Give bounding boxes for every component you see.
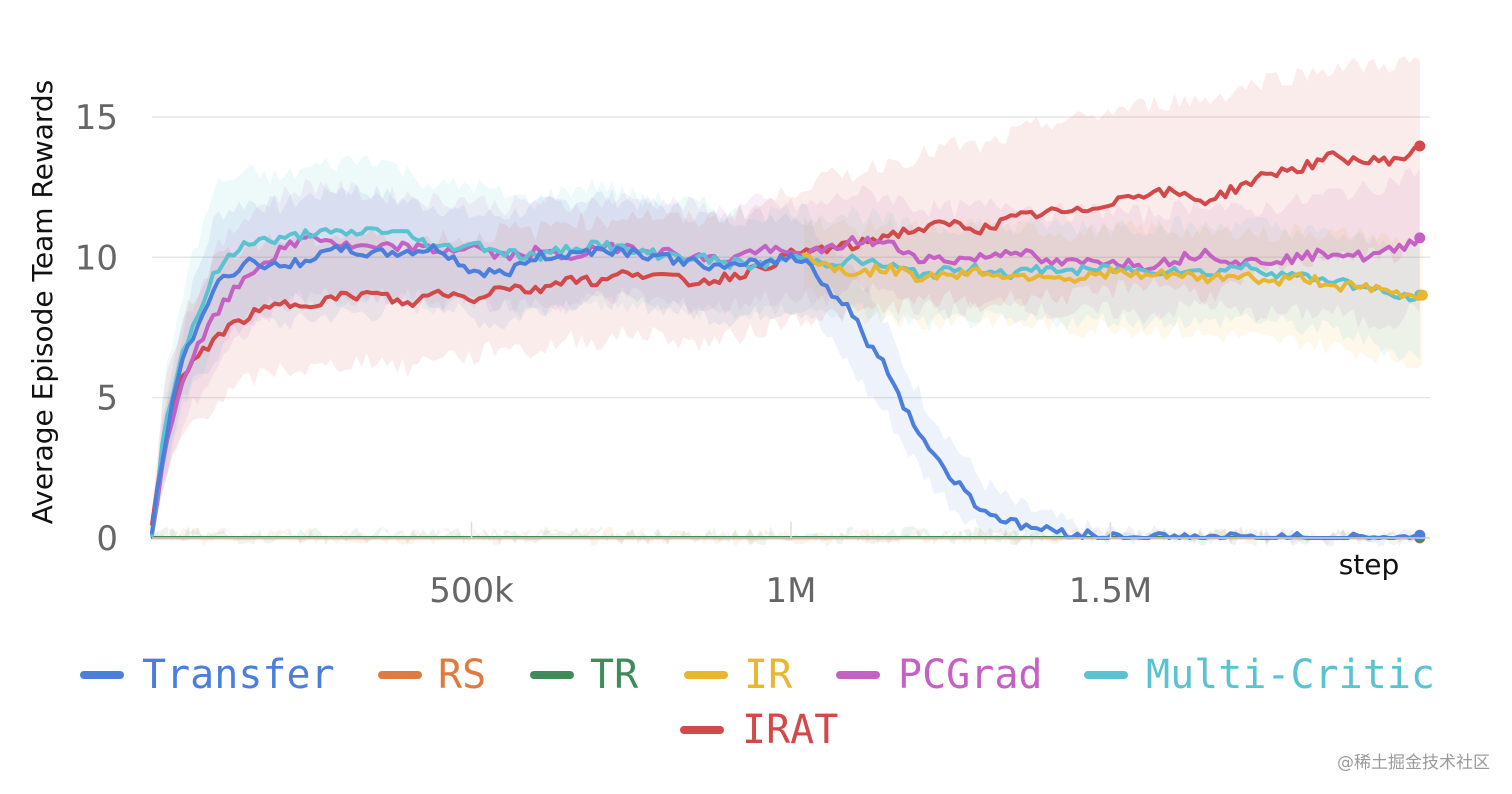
legend-label-ir: IR <box>744 652 793 698</box>
legend-label-transfer: Transfer <box>142 652 335 698</box>
legend-item-transfer: Transfer <box>80 652 335 698</box>
confidence-bands <box>152 56 1423 547</box>
legend-label-rs: RS <box>438 652 486 698</box>
band-ir <box>803 213 1423 369</box>
legend: Transfer RS TR IR PCGrad Multi-Critic IRAT <box>80 652 1435 753</box>
watermark: @稀土掘金技术社区 <box>1337 753 1490 773</box>
line-transfer <box>150 242 1422 540</box>
y-tick-label-10: 10 <box>75 238 118 278</box>
x-tick-label-1m: 1M <box>766 571 817 611</box>
band-irat <box>152 56 1420 538</box>
legend-label-multi-critic: Multi-Critic <box>1146 652 1435 698</box>
band-multi-critic <box>152 154 1420 539</box>
line-irat <box>150 144 1422 526</box>
x-axis-label: step <box>1339 548 1400 581</box>
legend-item-ir: IR <box>684 652 793 698</box>
axes: 500k 1M 1.5M 0 5 10 15 <box>75 98 1430 611</box>
endpoint-pcgrad <box>1414 232 1426 244</box>
legend-item-pcgrad: PCGrad <box>836 652 1043 698</box>
endpoint-transfer <box>1414 529 1426 541</box>
legend-label-tr: TR <box>590 652 639 698</box>
line-ir <box>801 252 1425 301</box>
legend-item-irat: IRAT <box>680 707 838 753</box>
y-tick-label-0: 0 <box>96 519 118 559</box>
legend-label-irat: IRAT <box>742 707 838 753</box>
endpoint-ir <box>1416 289 1428 301</box>
line-pcgrad <box>150 232 1422 538</box>
legend-item-multi-critic: Multi-Critic <box>1084 652 1435 698</box>
series-lines <box>150 140 1428 544</box>
y-axis-label: Average Episode Team Rewards <box>26 80 59 525</box>
x-tick-label-500k: 500k <box>429 571 514 611</box>
x-tick-label-1-5m: 1.5M <box>1069 571 1152 611</box>
y-tick-label-15: 15 <box>75 98 118 138</box>
endpoint-irat <box>1414 140 1426 152</box>
legend-item-tr: TR <box>530 652 639 698</box>
legend-label-pcgrad: PCGrad <box>898 652 1043 698</box>
band-pcgrad <box>152 167 1420 538</box>
y-tick-label-5: 5 <box>96 379 118 419</box>
legend-item-rs: RS <box>378 652 486 698</box>
band-tr <box>152 526 1420 546</box>
